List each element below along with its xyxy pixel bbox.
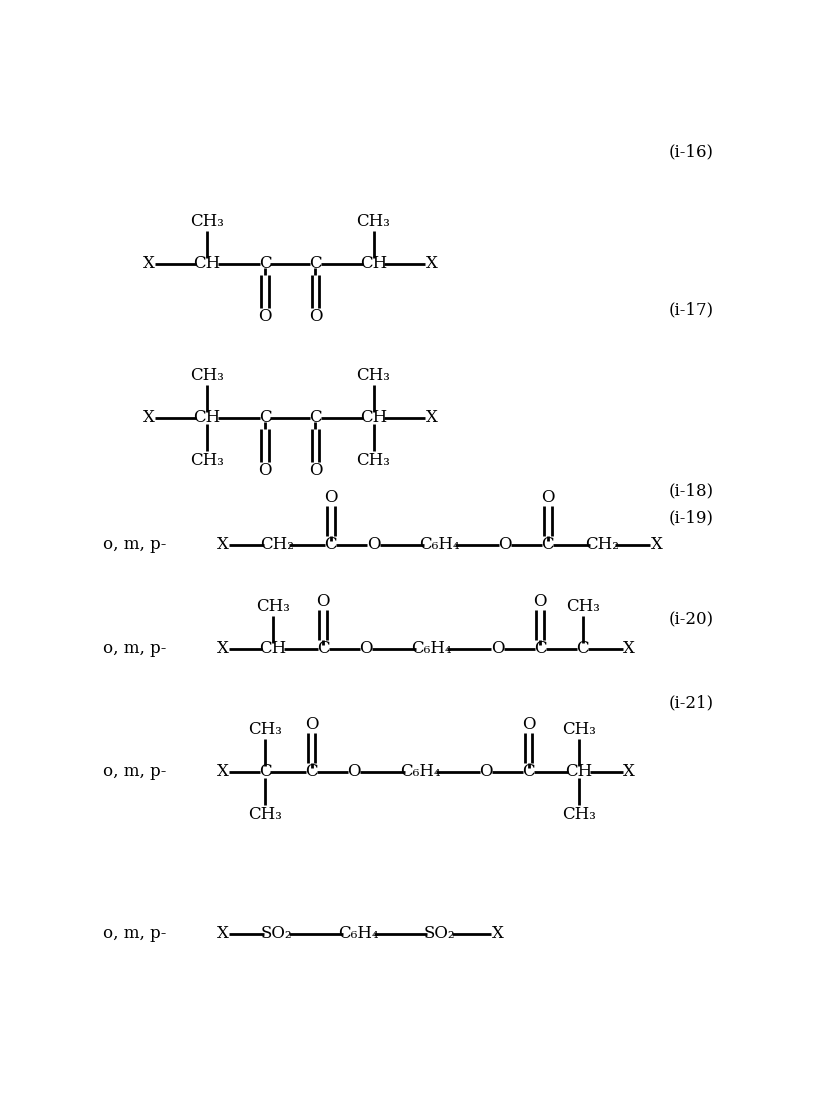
Text: (i-21): (i-21) xyxy=(668,695,714,711)
Text: O: O xyxy=(348,763,361,781)
Text: o, m, p-: o, m, p- xyxy=(103,536,167,554)
Text: CH₃: CH₃ xyxy=(190,451,224,469)
Text: o, m, p-: o, m, p- xyxy=(103,763,167,781)
Text: X: X xyxy=(425,255,438,272)
Text: O: O xyxy=(359,641,372,657)
Text: X: X xyxy=(623,641,636,657)
Text: CH: CH xyxy=(360,410,387,426)
Text: C₆H₄: C₆H₄ xyxy=(411,641,452,657)
Text: X: X xyxy=(217,536,228,554)
Text: O: O xyxy=(308,308,322,326)
Text: CH₂: CH₂ xyxy=(259,536,294,554)
Text: CH₃: CH₃ xyxy=(248,721,282,738)
Text: C: C xyxy=(522,763,535,781)
Text: (i-20): (i-20) xyxy=(668,611,714,628)
Text: X: X xyxy=(217,925,228,942)
Text: CH: CH xyxy=(259,641,286,657)
Text: O: O xyxy=(498,536,512,554)
Text: CH₃: CH₃ xyxy=(566,598,600,615)
Text: O: O xyxy=(305,716,318,733)
Text: CH₂: CH₂ xyxy=(585,536,619,554)
Text: C₆H₄: C₆H₄ xyxy=(338,925,378,942)
Text: C₆H₄: C₆H₄ xyxy=(419,536,460,554)
Text: O: O xyxy=(522,716,535,733)
Text: X: X xyxy=(425,410,438,426)
Text: SO₂: SO₂ xyxy=(261,925,292,942)
Text: CH₃: CH₃ xyxy=(357,451,390,469)
Text: C: C xyxy=(258,255,272,272)
Text: O: O xyxy=(533,592,547,610)
Text: (i-18): (i-18) xyxy=(668,482,714,500)
Text: X: X xyxy=(217,763,228,781)
Text: X: X xyxy=(650,536,663,554)
Text: O: O xyxy=(542,489,555,505)
Text: (i-17): (i-17) xyxy=(668,302,714,318)
Text: CH₃: CH₃ xyxy=(248,806,282,822)
Text: C: C xyxy=(577,641,589,657)
Text: CH₃: CH₃ xyxy=(190,212,224,230)
Text: C: C xyxy=(317,641,330,657)
Text: CH₃: CH₃ xyxy=(357,212,390,230)
Text: O: O xyxy=(258,308,272,326)
Text: X: X xyxy=(623,763,636,781)
Text: X: X xyxy=(492,925,503,942)
Text: X: X xyxy=(143,255,155,272)
Text: C: C xyxy=(534,641,546,657)
Text: CH₃: CH₃ xyxy=(562,806,596,822)
Text: CH₃: CH₃ xyxy=(190,367,224,384)
Text: CH₃: CH₃ xyxy=(562,721,596,738)
Text: C₆H₄: C₆H₄ xyxy=(400,763,440,781)
Text: CH₃: CH₃ xyxy=(357,367,390,384)
Text: X: X xyxy=(143,410,155,426)
Text: C: C xyxy=(258,763,272,781)
Text: CH: CH xyxy=(193,410,221,426)
Text: C: C xyxy=(309,255,321,272)
Text: o, m, p-: o, m, p- xyxy=(103,641,167,657)
Text: C: C xyxy=(305,763,318,781)
Text: CH₃: CH₃ xyxy=(256,598,290,615)
Text: O: O xyxy=(366,536,380,554)
Text: O: O xyxy=(479,763,492,781)
Text: O: O xyxy=(324,489,338,505)
Text: o, m, p-: o, m, p- xyxy=(103,925,167,942)
Text: C: C xyxy=(325,536,337,554)
Text: C: C xyxy=(258,410,272,426)
Text: CH: CH xyxy=(360,255,387,272)
Text: C: C xyxy=(542,536,554,554)
Text: CH: CH xyxy=(565,763,592,781)
Text: O: O xyxy=(308,462,322,479)
Text: CH: CH xyxy=(193,255,221,272)
Text: O: O xyxy=(491,641,504,657)
Text: (i-16): (i-16) xyxy=(669,143,714,161)
Text: C: C xyxy=(309,410,321,426)
Text: X: X xyxy=(217,641,228,657)
Text: SO₂: SO₂ xyxy=(424,925,455,942)
Text: O: O xyxy=(317,592,330,610)
Text: O: O xyxy=(258,462,272,479)
Text: (i-19): (i-19) xyxy=(669,510,714,526)
